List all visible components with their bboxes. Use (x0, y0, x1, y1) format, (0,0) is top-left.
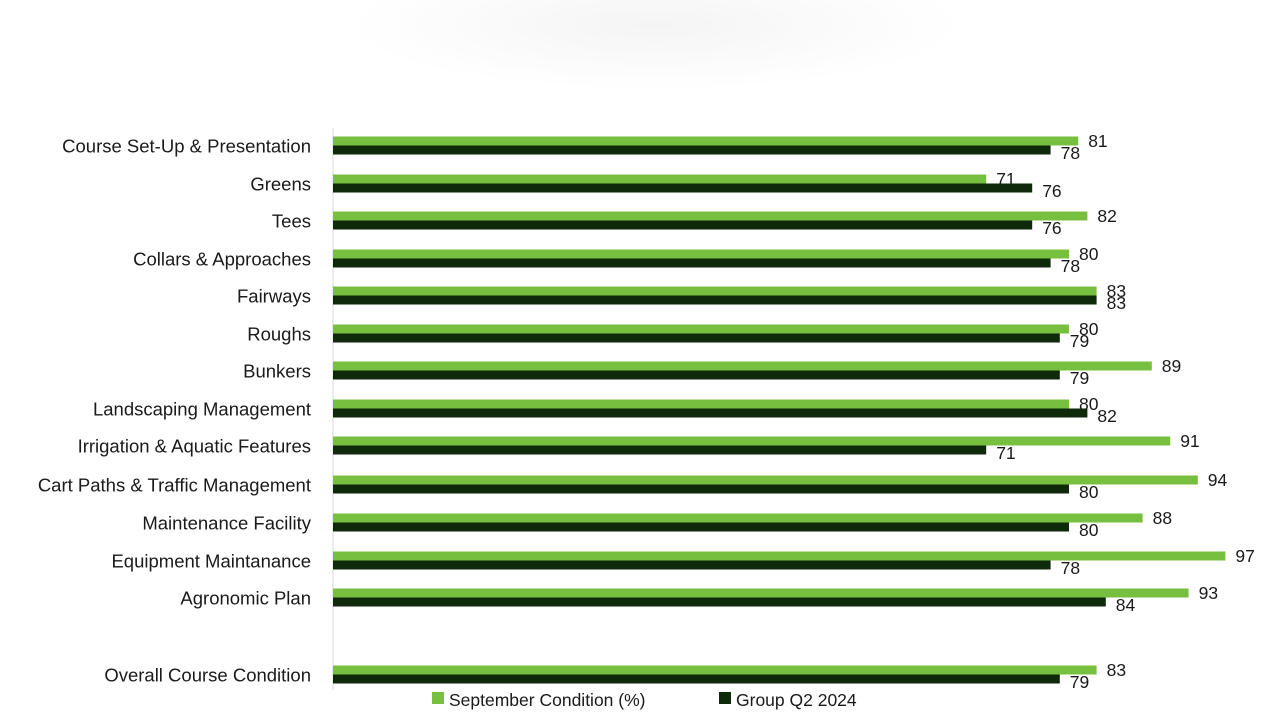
bar-group-q2-course-set-up-presentation (333, 145, 1051, 155)
bar-group-q2-overall-course-condition (333, 674, 1060, 684)
value-label-group-q2-equipment-maintanance: 78 (1061, 558, 1080, 578)
category-label-cart-paths-traffic-management: Cart Paths & Traffic Management (38, 475, 311, 496)
bar-september-equipment-maintanance (333, 551, 1226, 561)
bar-september-tees (333, 211, 1088, 221)
value-label-september-fairways: 83 (1107, 281, 1126, 301)
category-label-landscaping-management: Landscaping Management (93, 399, 311, 420)
category-label-agronomic-plan: Agronomic Plan (180, 588, 311, 609)
value-label-september-roughs: 80 (1079, 319, 1099, 339)
value-label-september-agronomic-plan: 93 (1199, 583, 1218, 603)
value-label-group-q2-tees: 76 (1042, 218, 1061, 238)
value-label-group-q2-cart-paths-traffic-management: 80 (1079, 482, 1099, 502)
bar-group-q2-roughs (333, 333, 1060, 343)
value-label-group-q2-greens: 76 (1042, 181, 1061, 201)
bar-group-q2-fairways (333, 295, 1097, 305)
bar-september-greens (333, 174, 987, 184)
category-label-equipment-maintanance: Equipment Maintanance (111, 551, 311, 572)
category-label-greens: Greens (250, 174, 311, 195)
value-label-september-irrigation-aquatic-features: 91 (1180, 431, 1199, 451)
value-label-group-q2-agronomic-plan: 84 (1116, 595, 1136, 615)
category-label-collars-approaches: Collars & Approaches (133, 249, 311, 270)
bar-september-maintenance-facility (333, 513, 1143, 523)
value-label-group-q2-irrigation-aquatic-features: 71 (996, 443, 1015, 463)
bar-september-course-set-up-presentation (333, 136, 1079, 146)
bar-september-irrigation-aquatic-features (333, 436, 1171, 446)
value-label-september-maintenance-facility: 88 (1153, 508, 1172, 528)
bar-group-q2-irrigation-aquatic-features (333, 445, 987, 455)
category-label-tees: Tees (272, 211, 311, 232)
value-label-september-bunkers: 89 (1162, 356, 1181, 376)
bar-group-q2-equipment-maintanance (333, 560, 1051, 570)
value-label-group-q2-overall-course-condition: 79 (1070, 672, 1089, 692)
category-label-roughs: Roughs (247, 324, 311, 345)
bar-september-fairways (333, 286, 1097, 296)
legend-swatch-september (432, 692, 444, 704)
bar-september-bunkers (333, 361, 1152, 371)
bar-september-landscaping-management (333, 399, 1069, 409)
value-label-september-cart-paths-traffic-management: 94 (1208, 470, 1228, 490)
bar-group-q2-collars-approaches (333, 258, 1051, 268)
bar-group-q2-bunkers (333, 370, 1060, 380)
legend-swatch-group-q2 (719, 692, 731, 704)
legend: September Condition (%) Group Q2 2024 (432, 690, 857, 710)
bar-group-q2-tees (333, 220, 1033, 230)
bar-group-q2-maintenance-facility (333, 522, 1069, 532)
category-label-overall-course-condition: Overall Course Condition (104, 665, 311, 686)
category-label-bunkers: Bunkers (243, 361, 311, 382)
value-label-group-q2-maintenance-facility: 80 (1079, 520, 1099, 540)
bar-september-collars-approaches (333, 249, 1069, 259)
bar-september-overall-course-condition (333, 665, 1097, 675)
bar-september-agronomic-plan (333, 588, 1189, 598)
legend-label-group-q2: Group Q2 2024 (736, 690, 857, 710)
value-label-september-overall-course-condition: 83 (1107, 660, 1126, 680)
bar-group-q2-cart-paths-traffic-management (333, 484, 1069, 494)
bar-group-q2-agronomic-plan (333, 597, 1106, 607)
value-label-group-q2-bunkers: 79 (1070, 368, 1089, 388)
bars-group: Course Set-Up & Presentation 81 78 Greens 71… (38, 131, 1255, 692)
value-label-september-collars-approaches: 80 (1079, 244, 1099, 264)
category-label-course-set-up-presentation: Course Set-Up & Presentation (62, 136, 311, 157)
bar-september-roughs (333, 324, 1069, 334)
bar-september-cart-paths-traffic-management (333, 475, 1198, 485)
value-label-group-q2-landscaping-management: 82 (1097, 406, 1116, 426)
legend-label-september: September Condition (%) (449, 690, 645, 710)
value-label-group-q2-collars-approaches: 78 (1061, 256, 1080, 276)
value-label-september-tees: 82 (1097, 206, 1116, 226)
bar-group-q2-landscaping-management (333, 408, 1088, 418)
category-label-fairways: Fairways (237, 286, 311, 307)
category-label-irrigation-aquatic-features: Irrigation & Aquatic Features (78, 436, 311, 457)
value-label-group-q2-roughs: 79 (1070, 331, 1089, 351)
value-label-september-equipment-maintanance: 97 (1235, 546, 1254, 566)
bar-group-q2-greens (333, 183, 1033, 193)
value-label-group-q2-course-set-up-presentation: 78 (1061, 143, 1080, 163)
value-label-group-q2-fairways: 83 (1107, 293, 1126, 313)
category-label-maintenance-facility: Maintenance Facility (142, 513, 311, 534)
value-label-september-course-set-up-presentation: 81 (1088, 131, 1107, 151)
